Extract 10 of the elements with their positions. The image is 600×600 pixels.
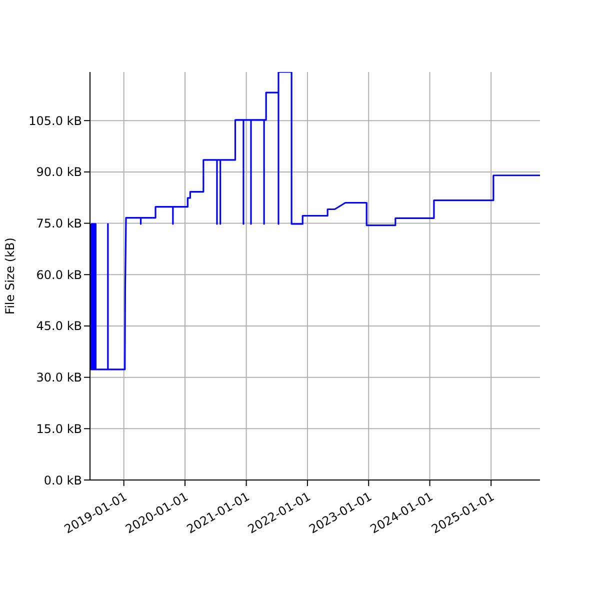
y-tick-label: 60.0 kB — [36, 268, 82, 282]
y-tick-label: 45.0 kB — [36, 319, 82, 334]
line-series — [90, 72, 540, 370]
y-tick-label: 30.0 kB — [36, 370, 82, 385]
y-tick-label: 105.0 kB — [28, 114, 82, 128]
y-tick-label: 90.0 kB — [36, 165, 82, 180]
y-tick-label: 75.0 kB — [36, 216, 82, 231]
y-tick-label: 15.0 kB — [36, 422, 82, 436]
y-tick-label: 0.0 kB — [44, 473, 82, 488]
y-axis-title: File Size (kB) — [3, 238, 17, 314]
